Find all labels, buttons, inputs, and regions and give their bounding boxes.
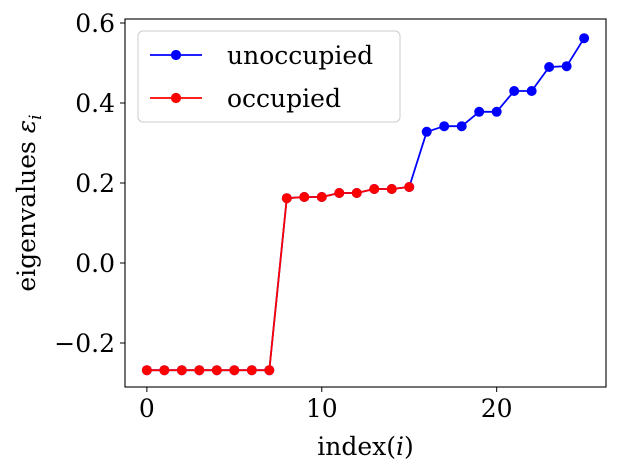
legend-label-unoccupied: unoccupied bbox=[227, 41, 373, 70]
data-point-unoccupied bbox=[579, 33, 590, 44]
data-point-occupied bbox=[264, 365, 275, 376]
x-tick-label: 10 bbox=[306, 394, 338, 423]
data-point-unoccupied bbox=[456, 121, 467, 132]
axes: 0 10 20 −0.2 0.0 0.2 0.4 0.6 index(i) eigenvalues… bbox=[12, 9, 607, 461]
data-point-occupied bbox=[194, 365, 205, 376]
y-axis-label: eigenvalues εi bbox=[12, 114, 46, 291]
data-point-unoccupied bbox=[491, 106, 502, 117]
data-point-occupied bbox=[334, 187, 345, 198]
data-point-unoccupied bbox=[509, 86, 520, 97]
data-point-unoccupied bbox=[561, 61, 572, 72]
y-tick-label: −0.2 bbox=[54, 329, 115, 358]
data-point-unoccupied bbox=[544, 62, 555, 73]
y-tick-label: 0.4 bbox=[75, 89, 115, 118]
data-point-occupied bbox=[246, 365, 257, 376]
legend-marker-occupied bbox=[170, 92, 182, 104]
x-tick-label: 20 bbox=[481, 394, 513, 423]
x-axis-label: index(i) bbox=[317, 432, 414, 461]
data-point-occupied bbox=[211, 365, 222, 376]
y-tick-label: 0.2 bbox=[75, 169, 115, 198]
data-point-occupied bbox=[229, 365, 240, 376]
legend: unoccupied occupied bbox=[137, 30, 401, 123]
data-point-unoccupied bbox=[474, 106, 485, 117]
data-point-occupied bbox=[159, 365, 170, 376]
y-tick-label: 0.0 bbox=[75, 249, 115, 278]
data-point-unoccupied bbox=[439, 121, 450, 132]
series-line-occupied bbox=[146, 186, 410, 372]
data-point-occupied bbox=[176, 365, 187, 376]
plot-area bbox=[141, 33, 590, 376]
y-tick-label: 0.6 bbox=[75, 9, 115, 38]
plot-frame bbox=[124, 18, 607, 388]
data-point-occupied bbox=[369, 183, 380, 194]
data-point-occupied bbox=[404, 181, 415, 192]
data-point-occupied bbox=[299, 191, 310, 202]
legend-box bbox=[137, 30, 401, 123]
data-point-unoccupied bbox=[421, 126, 432, 137]
data-point-occupied bbox=[351, 187, 362, 198]
data-point-occupied bbox=[141, 365, 152, 376]
data-point-unoccupied bbox=[526, 86, 537, 97]
data-point-occupied bbox=[386, 183, 397, 194]
legend-marker-unoccupied bbox=[170, 49, 182, 61]
data-point-occupied bbox=[281, 193, 292, 204]
legend-label-occupied: occupied bbox=[227, 84, 341, 113]
x-tick-label: 0 bbox=[139, 394, 155, 423]
data-point-occupied bbox=[316, 191, 327, 202]
